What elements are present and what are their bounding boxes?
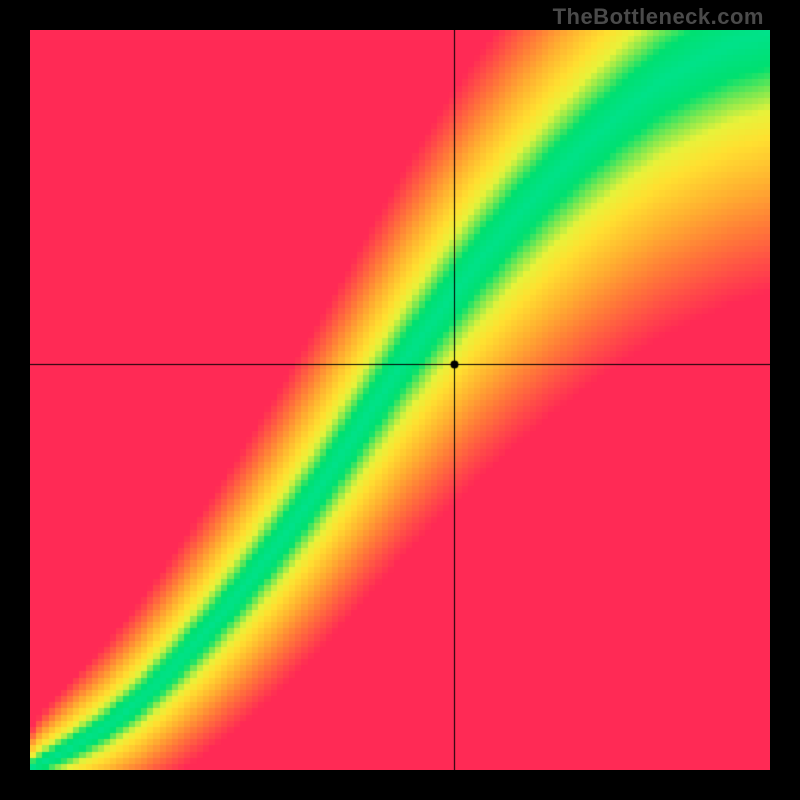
frame-left: [0, 0, 30, 800]
frame-right: [770, 0, 800, 800]
frame-bottom: [0, 770, 800, 800]
watermark-text: TheBottleneck.com: [553, 4, 764, 30]
bottleneck-heatmap: [30, 30, 770, 770]
